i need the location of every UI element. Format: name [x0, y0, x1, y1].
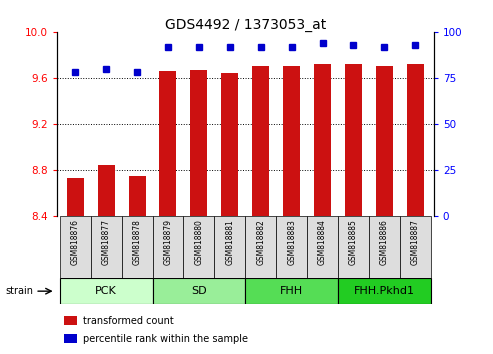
Text: GSM818887: GSM818887 [411, 219, 420, 265]
Text: PCK: PCK [95, 286, 117, 296]
Bar [183, 216, 214, 278]
Bar [369, 216, 400, 278]
Bar [252, 67, 269, 216]
Text: GSM818880: GSM818880 [194, 219, 204, 265]
Bar [64, 316, 77, 325]
Bar [376, 67, 393, 216]
Text: FHH.Pkhd1: FHH.Pkhd1 [354, 286, 415, 296]
Bar [190, 70, 208, 216]
Bar [338, 278, 431, 304]
Bar [122, 216, 152, 278]
Text: SD: SD [191, 286, 207, 296]
Text: GSM818881: GSM818881 [225, 219, 234, 265]
Text: GSM818882: GSM818882 [256, 219, 265, 265]
Text: GSM818878: GSM818878 [133, 219, 141, 265]
Bar [152, 216, 183, 278]
Text: GSM818879: GSM818879 [164, 219, 173, 265]
Bar [338, 216, 369, 278]
Bar [98, 165, 115, 216]
Text: GSM818886: GSM818886 [380, 219, 389, 265]
Bar [67, 178, 84, 216]
Text: transformed count: transformed count [83, 316, 174, 326]
Text: FHH: FHH [280, 286, 303, 296]
Text: GSM818885: GSM818885 [349, 219, 358, 265]
Text: strain: strain [5, 286, 33, 296]
Bar [60, 278, 152, 304]
Bar [60, 216, 91, 278]
Text: GSM818876: GSM818876 [70, 219, 80, 265]
Text: GSM818877: GSM818877 [102, 219, 110, 265]
Text: GSM818884: GSM818884 [318, 219, 327, 265]
Bar [245, 216, 276, 278]
Bar [307, 216, 338, 278]
Text: percentile rank within the sample: percentile rank within the sample [83, 334, 248, 344]
Bar [91, 216, 122, 278]
Bar [221, 73, 238, 216]
Bar [283, 67, 300, 216]
Bar [314, 64, 331, 216]
Bar [276, 216, 307, 278]
Text: GSM818883: GSM818883 [287, 219, 296, 265]
Bar [214, 216, 245, 278]
Bar [245, 278, 338, 304]
Bar [400, 216, 431, 278]
Bar [64, 334, 77, 343]
Bar [129, 176, 145, 216]
Bar [345, 64, 362, 216]
Bar [407, 64, 424, 216]
Bar [159, 71, 176, 216]
Bar [152, 278, 246, 304]
Text: GDS4492 / 1373053_at: GDS4492 / 1373053_at [165, 18, 326, 32]
